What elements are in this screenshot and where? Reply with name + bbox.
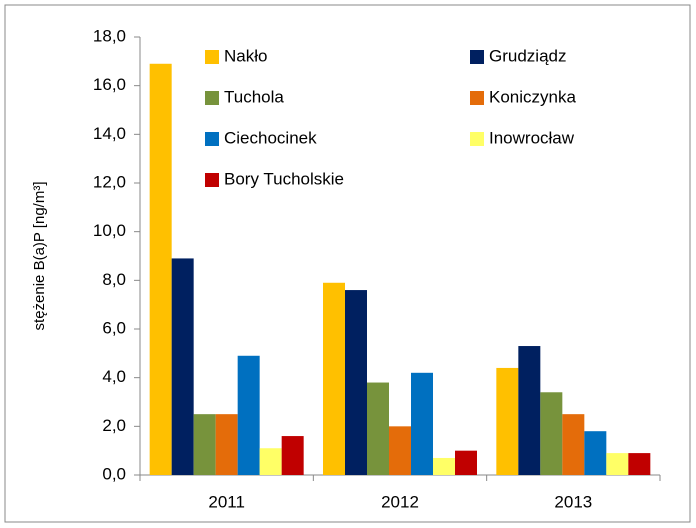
legend-label: Nakło (224, 46, 267, 65)
legend-label: Koniczynka (489, 87, 576, 106)
y-tick-label: 2,0 (102, 416, 126, 435)
bar (237, 355, 260, 475)
y-tick-label: 0,0 (102, 464, 126, 483)
bar (518, 346, 541, 475)
x-tick-label: 2011 (208, 492, 245, 511)
y-tick-label: 4,0 (102, 367, 126, 386)
y-tick-label: 18,0 (93, 26, 126, 45)
bar (193, 414, 216, 475)
bar (562, 414, 585, 475)
bar (606, 453, 629, 475)
bar (149, 63, 172, 476)
bar (281, 436, 304, 475)
bar (259, 448, 282, 475)
bar (171, 258, 194, 475)
y-tick-label: 10,0 (93, 221, 126, 240)
legend-swatch (205, 50, 219, 64)
legend-label: Bory Tucholskie (224, 169, 344, 188)
bar (496, 367, 519, 475)
bar (345, 290, 367, 475)
y-tick-label: 8,0 (102, 270, 126, 289)
bar (584, 431, 607, 475)
y-axis-label: stężenie B(a)P [ng/m³] (31, 182, 48, 331)
bar (323, 282, 345, 475)
x-tick-label: 2013 (554, 492, 592, 511)
y-tick-label: 12,0 (93, 172, 126, 191)
y-tick-label: 14,0 (93, 124, 126, 143)
bar (628, 453, 651, 475)
legend-swatch (205, 132, 219, 146)
legend-label: Grudziądz (489, 46, 566, 65)
bar (540, 392, 563, 475)
bar (433, 457, 455, 475)
legend-swatch (470, 132, 484, 146)
bar (367, 382, 389, 475)
legend-swatch (205, 173, 219, 187)
legend-label: Tuchola (224, 87, 284, 106)
bar (389, 426, 411, 475)
y-tick-label: 16,0 (93, 75, 126, 94)
legend-swatch (470, 50, 484, 64)
legend-label: Inowrocław (489, 128, 575, 147)
legend-swatch (205, 91, 219, 105)
legend-label: Ciechocinek (224, 128, 317, 147)
bar (215, 414, 238, 475)
y-tick-label: 6,0 (102, 318, 126, 337)
bar (455, 450, 477, 475)
x-tick-label: 2012 (381, 492, 419, 511)
bar (411, 372, 433, 475)
legend-swatch (470, 91, 484, 105)
